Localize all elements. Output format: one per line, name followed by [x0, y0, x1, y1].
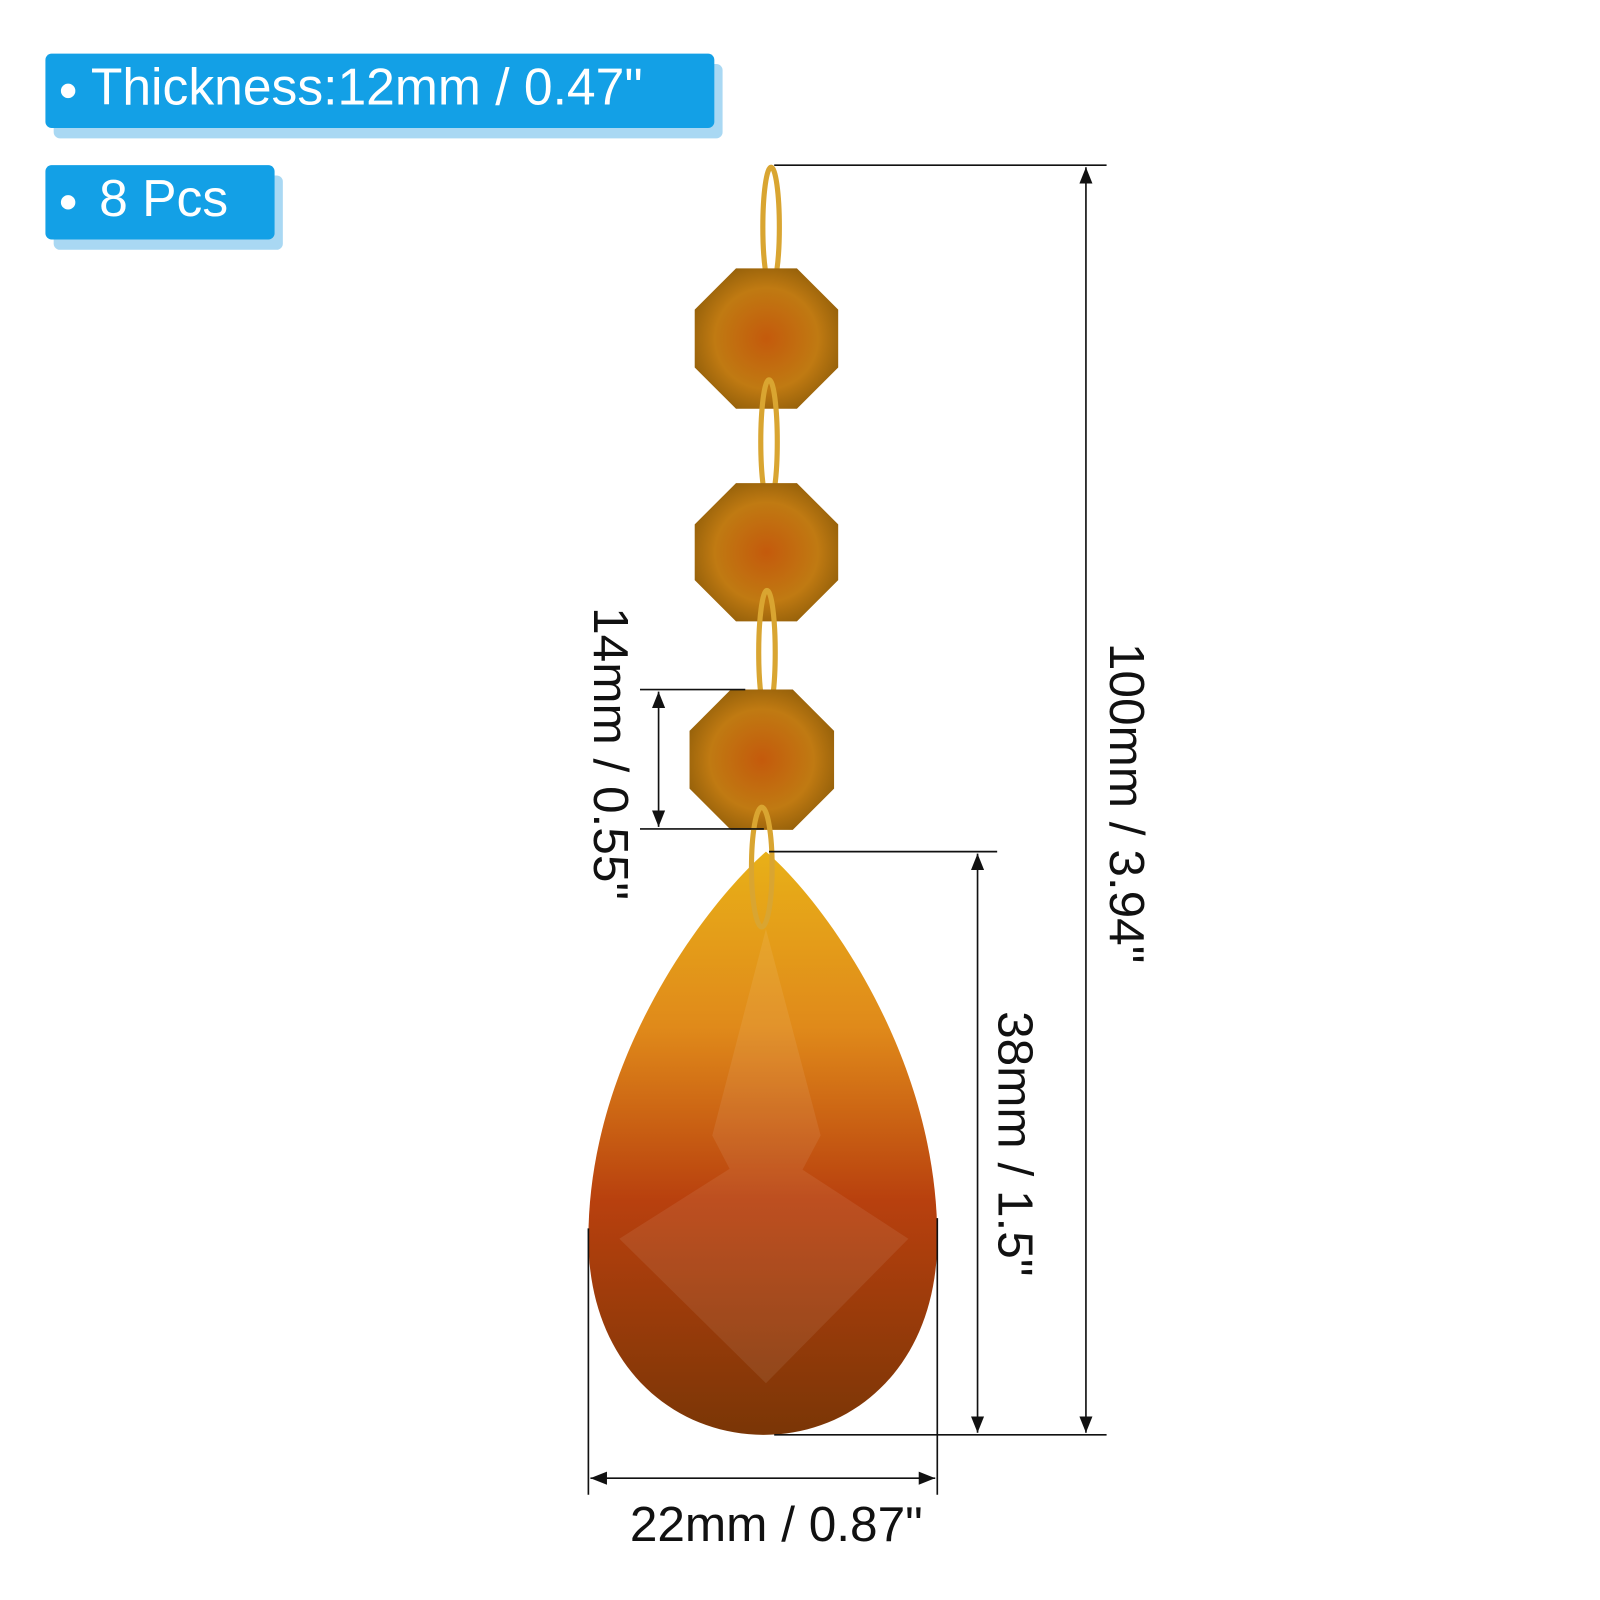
dimension-lines: [587, 164, 1107, 1495]
badge: Thickness:12mm / 0.47": [45, 53, 723, 139]
dimension-label: 38mm / 1.5": [988, 1011, 1043, 1276]
dimension-label: 22mm / 0.87": [630, 1497, 923, 1552]
crystal: [588, 164, 938, 1435]
dimension-label: 100mm / 3.94": [1099, 643, 1154, 963]
dimension-label: 14mm / 0.55": [583, 607, 638, 900]
badge-text: 8 Pcs: [99, 169, 228, 227]
badge-text: Thickness:12mm / 0.47": [91, 57, 643, 115]
badge: 8 Pcs: [45, 165, 283, 250]
